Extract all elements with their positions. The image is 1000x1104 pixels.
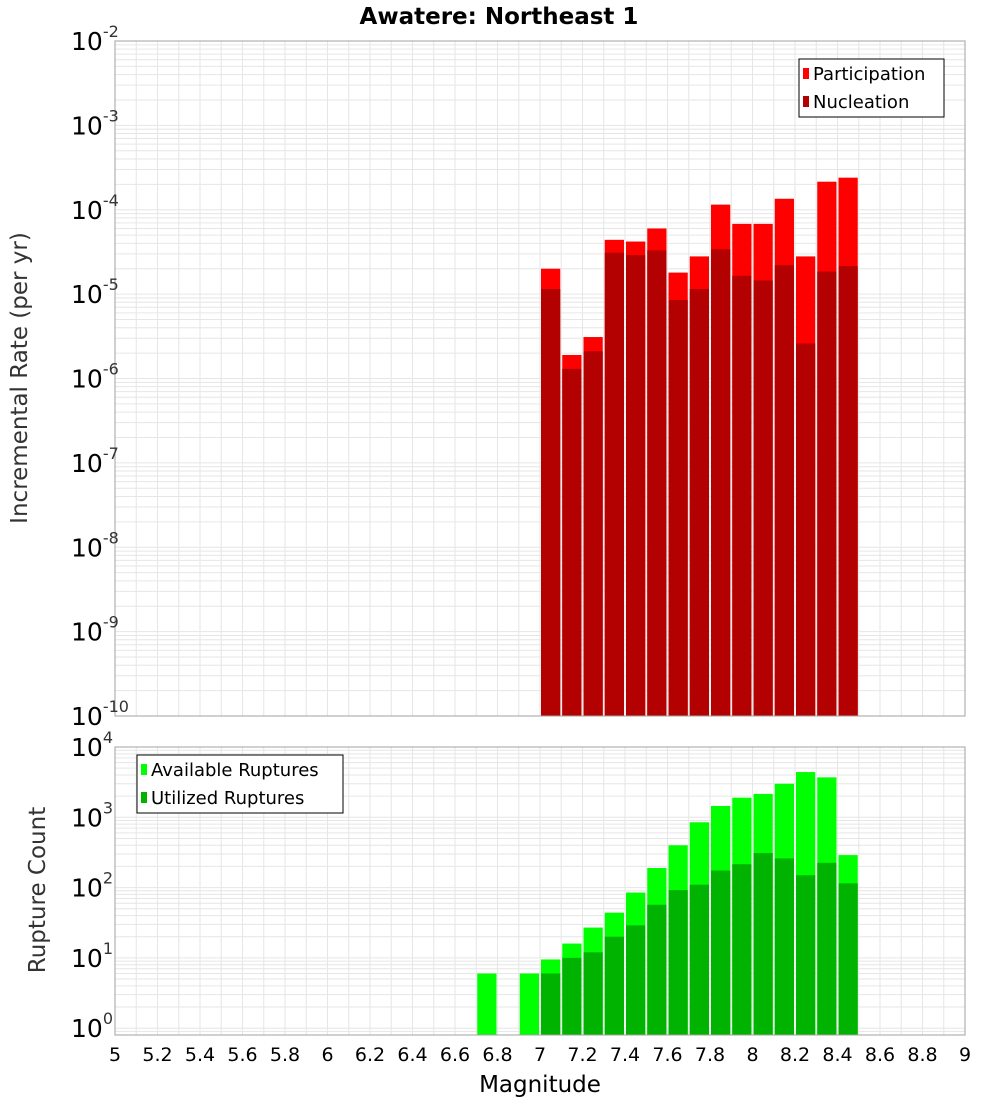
bar-inner-utilized-ruptures xyxy=(711,870,731,1035)
legend-swatch xyxy=(141,792,147,803)
y-tick-label: 10-6 xyxy=(71,360,119,394)
y-tick-label: 10-5 xyxy=(71,275,119,309)
bar-available-ruptures xyxy=(477,973,497,1035)
series-nucleation xyxy=(541,249,858,717)
x-tick-label: 6.6 xyxy=(440,1044,470,1066)
legend-label: Available Ruptures xyxy=(151,760,319,781)
bar-inner-nucleation xyxy=(541,289,561,716)
legend-box xyxy=(136,754,344,814)
bottom-y-axis-label: Rupture Count xyxy=(25,807,51,973)
y-tick-label: 10-7 xyxy=(71,444,119,478)
x-tick-label: 8 xyxy=(746,1044,758,1066)
x-tick-label: 8.4 xyxy=(822,1044,852,1066)
bar-inner-nucleation xyxy=(668,300,688,716)
series-utilized-ruptures xyxy=(541,853,858,1035)
y-tick-label: 10-2 xyxy=(71,22,119,56)
y-tick-label: 102 xyxy=(71,869,113,903)
x-tick-label: 7.8 xyxy=(695,1044,725,1066)
x-tick-label: 6.2 xyxy=(355,1044,385,1066)
plot-frame xyxy=(114,746,966,1036)
bar-inner-nucleation xyxy=(838,266,858,716)
top-panel-rate: 10-10 10-9 10-8 10-7 10-6 10-5 10-4 10-3 10-2 Par… xyxy=(71,22,966,731)
x-tick-label: 5.6 xyxy=(227,1044,257,1066)
bar-inner-nucleation xyxy=(562,368,582,716)
x-tick-label: 5 xyxy=(109,1044,121,1066)
y-tick-label: 10-4 xyxy=(71,191,119,225)
bar-inner-utilized-ruptures xyxy=(774,858,794,1035)
x-tick-label: 5.4 xyxy=(185,1044,215,1066)
y-tick-label: 103 xyxy=(71,798,113,832)
plot-frame xyxy=(114,40,966,717)
bar-inner-nucleation xyxy=(711,249,731,716)
legend: Participation Nucleation xyxy=(798,58,945,118)
bar-inner-utilized-ruptures xyxy=(562,957,582,1035)
y-tick-label: 10-9 xyxy=(71,613,119,647)
x-axis-label: Magnitude xyxy=(479,1072,601,1098)
bar-inner-nucleation xyxy=(732,275,752,716)
y-tick-labels: 10-10 10-9 10-8 10-7 10-6 10-5 10-4 10-3 10-2 xyxy=(71,22,129,731)
legend-swatch xyxy=(803,68,809,79)
x-tick-label: 6.4 xyxy=(397,1044,427,1066)
bar-inner-nucleation xyxy=(647,250,667,717)
x-tick-label: 5.2 xyxy=(142,1044,172,1066)
y-tick-label: 10-3 xyxy=(71,106,119,140)
y-tick-label: 10-10 xyxy=(71,697,129,731)
y-tick-label: 100 xyxy=(71,1009,113,1043)
bar-inner-utilized-ruptures xyxy=(668,890,688,1035)
legend-swatch xyxy=(141,764,147,775)
y-tick-label: 10-8 xyxy=(71,528,119,562)
bar-inner-utilized-ruptures xyxy=(583,952,603,1035)
y-tick-label: 101 xyxy=(71,939,113,973)
x-axis: 5 5.2 5.4 5.6 5.8 6 6.2 6.4 6.6 6.8 7 7.2 7.4 7.6 7.8 8… xyxy=(109,1044,971,1066)
x-tick-label: 7.4 xyxy=(610,1044,640,1066)
bar-inner-nucleation xyxy=(796,343,816,716)
bar-inner-nucleation xyxy=(817,271,837,716)
x-tick-label: 6.8 xyxy=(482,1044,512,1066)
legend-box xyxy=(798,58,945,118)
bar-inner-nucleation xyxy=(753,280,773,716)
bar-inner-utilized-ruptures xyxy=(753,853,773,1035)
top-y-axis-label: Incremental Rate (per yr) xyxy=(7,232,33,524)
x-tick-label: 7.6 xyxy=(652,1044,682,1066)
bar-inner-nucleation xyxy=(626,255,646,716)
x-tick-label: 8.8 xyxy=(907,1044,937,1066)
bottom-panel-rupture-count: 100 101 102 103 104 Available Ruptures Utilize… xyxy=(71,728,966,1043)
bar-inner-utilized-ruptures xyxy=(732,864,752,1035)
bar-inner-nucleation xyxy=(774,265,794,716)
grid-lines xyxy=(114,40,966,717)
x-tick-label: 8.6 xyxy=(865,1044,895,1066)
x-tick-label: 9 xyxy=(959,1044,971,1066)
x-tick-label: 5.8 xyxy=(270,1044,300,1066)
x-tick-label: 6 xyxy=(321,1044,333,1066)
bar-inner-utilized-ruptures xyxy=(689,884,709,1035)
legend: Available Ruptures Utilized Ruptures xyxy=(136,754,344,814)
bar-inner-utilized-ruptures xyxy=(796,875,816,1035)
bar-inner-utilized-ruptures xyxy=(626,925,646,1035)
y-tick-label: 104 xyxy=(71,728,113,762)
bar-inner-utilized-ruptures xyxy=(647,904,667,1035)
legend-swatch xyxy=(803,96,809,107)
bar-inner-utilized-ruptures xyxy=(817,862,837,1035)
bar-inner-utilized-ruptures xyxy=(838,883,858,1035)
bar-inner-utilized-ruptures xyxy=(541,973,561,1035)
bar-inner-nucleation xyxy=(583,351,603,716)
y-tick-labels: 100 101 102 103 104 xyxy=(71,728,113,1043)
x-tick-label: 7.2 xyxy=(567,1044,597,1066)
legend-label: Participation xyxy=(813,64,925,85)
legend-label: Nucleation xyxy=(813,92,909,113)
chart-title: Awatere: Northeast 1 xyxy=(360,4,639,30)
bar-inner-utilized-ruptures xyxy=(604,936,624,1035)
x-tick-label: 8.2 xyxy=(780,1044,810,1066)
bar-inner-nucleation xyxy=(604,252,624,716)
x-tick-label: 7 xyxy=(534,1044,546,1066)
legend-label: Utilized Ruptures xyxy=(151,788,304,809)
bar-inner-nucleation xyxy=(689,289,709,716)
bar-available-ruptures xyxy=(519,973,539,1035)
